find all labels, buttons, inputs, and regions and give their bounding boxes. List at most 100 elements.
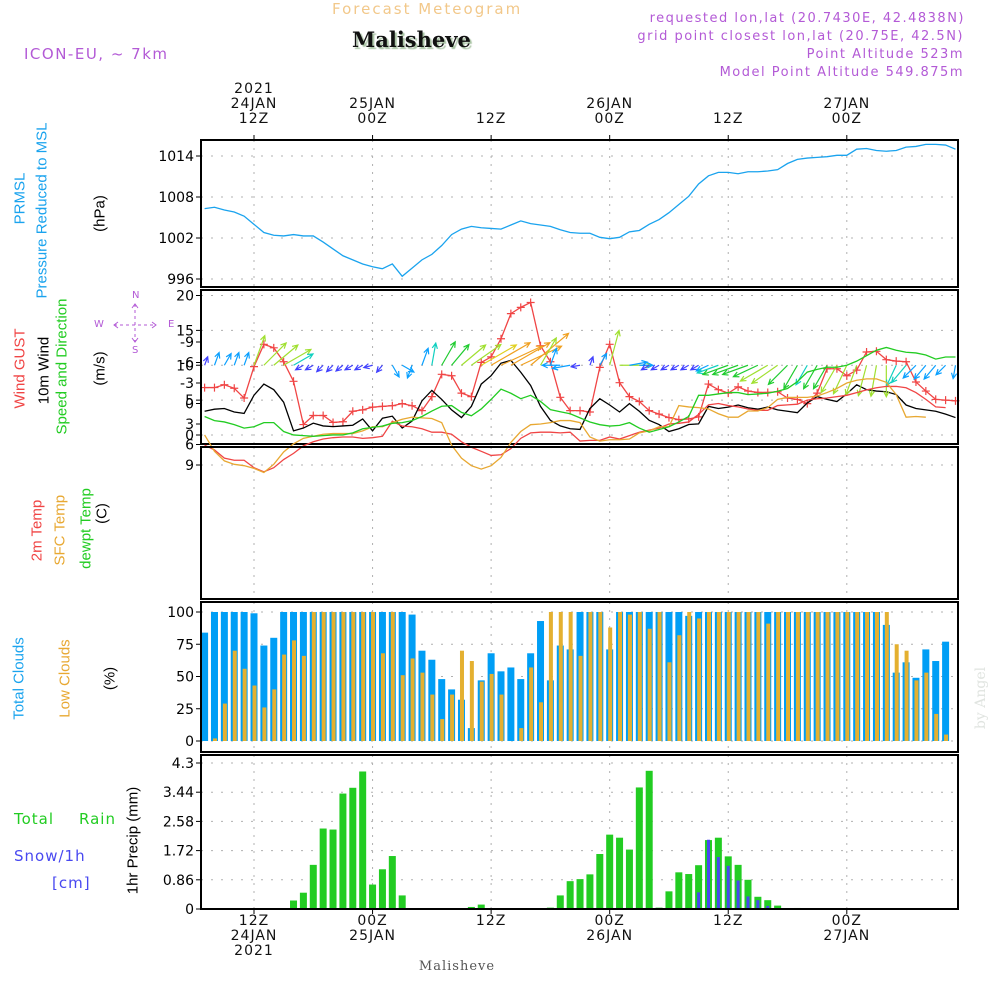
total-cloud-bar [744, 612, 752, 741]
gust-marker [457, 389, 466, 398]
wind-arrow [441, 340, 456, 366]
bottom-tick-line: 12Z [238, 913, 270, 929]
low-cloud-bar [736, 612, 741, 741]
rain-bar [477, 904, 485, 909]
station-name: Malisheve [352, 27, 471, 52]
low-cloud-bar [361, 612, 366, 741]
gust-marker [378, 402, 387, 411]
wind-arrow [391, 364, 400, 379]
wind-arrow [223, 352, 232, 366]
top-tick-label: 27JAN 00Z [807, 97, 887, 127]
low-cloud-bar [884, 612, 889, 741]
gust-marker [566, 406, 575, 415]
bottom-tick-line: 2021 [234, 943, 274, 959]
rain-bar [586, 874, 594, 909]
gust-marker [348, 407, 357, 416]
wind-arrow [530, 332, 570, 366]
temp-ytick-label: 6 [185, 438, 194, 454]
rain-bar [774, 905, 782, 909]
wind-arrow [883, 365, 890, 399]
rain-bar [744, 879, 752, 909]
temp-label-sfc: SFC Temp [51, 494, 69, 566]
low-cloud-bar [805, 612, 810, 741]
rain-bar [695, 865, 703, 909]
snow-bar [736, 880, 740, 909]
top-tick-label: 26JAN 00Z [570, 97, 650, 127]
wind-arrow [213, 351, 221, 366]
gust-marker [704, 380, 713, 389]
gust-marker [368, 403, 377, 412]
total-cloud-bar [932, 661, 940, 741]
rain-bar [359, 771, 367, 909]
gust-marker [240, 394, 249, 403]
gust-marker [724, 389, 733, 398]
rain-bar [665, 891, 673, 909]
compass-east: E [168, 319, 175, 330]
wind-arrow [362, 363, 373, 370]
total-cloud-bar [418, 650, 426, 741]
rain-bar [704, 840, 712, 909]
low-cloud-bar [282, 654, 287, 741]
rain-bar [329, 829, 337, 909]
wind-arrow [639, 362, 655, 369]
gust-marker [417, 406, 426, 415]
temp-label-2m: 2m Temp [28, 499, 46, 562]
wind-arrow [783, 364, 798, 390]
gust-marker [813, 389, 822, 398]
low-cloud-bar [351, 612, 356, 741]
total-cloud-bar [606, 649, 614, 741]
wind-arrow [650, 364, 660, 371]
rain-bar [290, 900, 298, 909]
total-cloud-bar [833, 612, 841, 741]
total-cloud-bar [655, 612, 663, 741]
rain-bar [754, 896, 762, 909]
wind-label-10m: 10m Wind [35, 336, 53, 405]
total-cloud-bar [764, 612, 772, 741]
total-cloud-bar [507, 667, 515, 741]
total-cloud-bar [704, 612, 712, 741]
gust-marker [674, 415, 683, 424]
total-cloud-bar [457, 699, 465, 741]
wind-arrow [732, 364, 759, 378]
wind-arrow [619, 362, 653, 369]
low-cloud-bar [855, 612, 860, 741]
top-tick-line: 24JAN [230, 96, 278, 112]
wind-arrow [549, 347, 558, 366]
low-cloud-bar [252, 685, 257, 741]
total-cloud-bar [596, 612, 604, 741]
gust-marker [200, 383, 209, 392]
total-cloud-bar [793, 612, 801, 741]
rain-bar [556, 895, 564, 909]
wind-arrow [243, 351, 250, 366]
gust-marker [329, 418, 338, 427]
gust-marker [902, 357, 911, 366]
gust-marker [595, 363, 604, 372]
low-cloud-bar [618, 612, 623, 741]
wind-frame [200, 289, 959, 445]
total-cloud-bar [714, 612, 722, 741]
low-cloud-bar [548, 612, 553, 741]
gust-marker [862, 347, 871, 356]
wind-arrow [659, 364, 670, 371]
pressure-series-prmsl [204, 143, 956, 278]
wind-arrow [679, 364, 690, 371]
total-cloud-bar [428, 659, 436, 741]
temp-ytick-label: 0 [185, 397, 194, 413]
wind-arrow [406, 365, 413, 380]
low-cloud-bar [242, 668, 247, 741]
pressure-ytick-label: 1002 [158, 231, 194, 247]
compass-arrows-icon [113, 303, 157, 343]
wind-arrow [233, 351, 241, 366]
wind-arrow [588, 355, 595, 366]
low-cloud-bar [450, 694, 455, 741]
clouds-unit: (%) [101, 666, 119, 691]
pressure-panel: 996 1002 1008 1014 [158, 139, 959, 288]
gust-marker [734, 382, 743, 391]
low-cloud-bar [459, 650, 464, 741]
temp-ytick-label: -3 [180, 376, 194, 392]
total-cloud-bar [665, 612, 673, 741]
wind-arrow [520, 345, 563, 366]
low-cloud-bar [825, 612, 830, 741]
